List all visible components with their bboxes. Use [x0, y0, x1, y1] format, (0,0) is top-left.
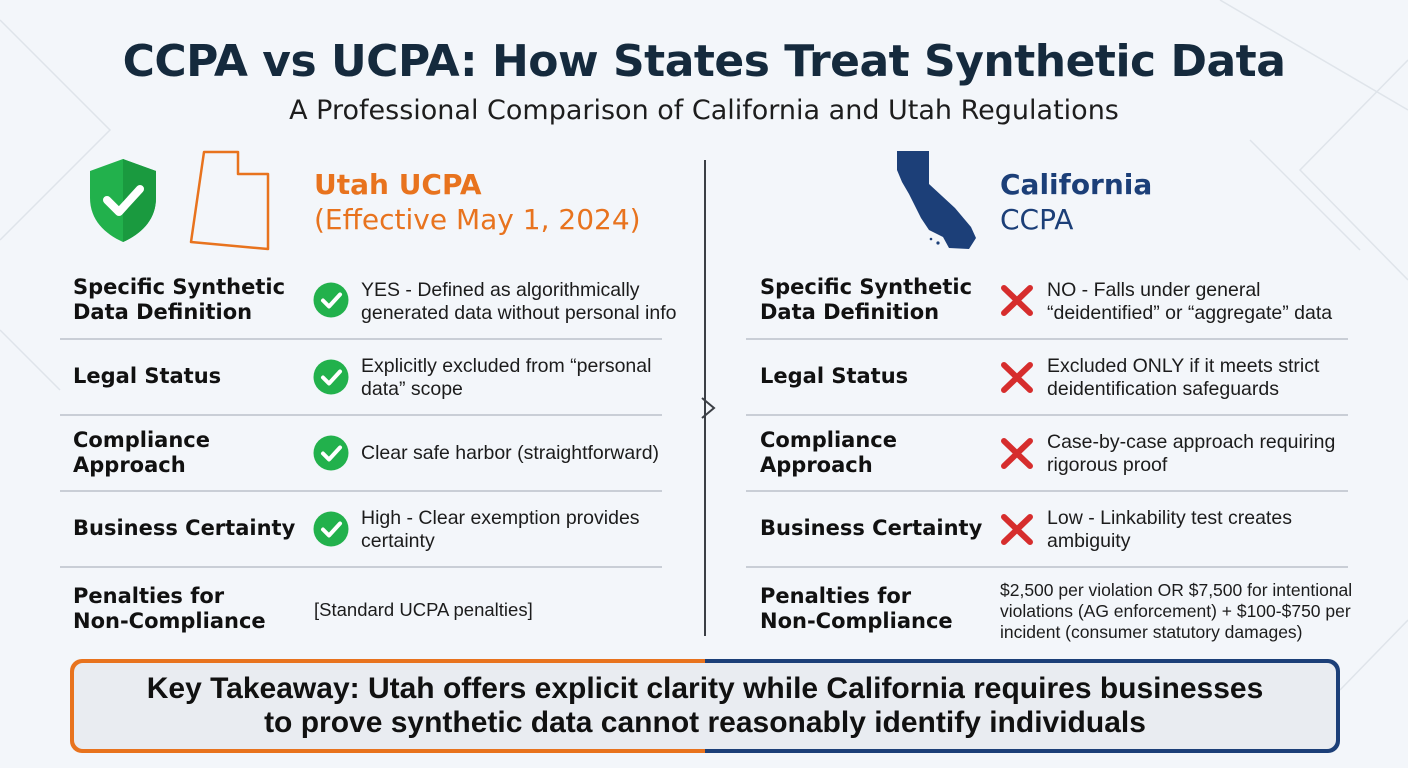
california-row-value-definition: NO - Falls under general “deidentified” o…: [1047, 279, 1333, 324]
california-row-label-legal-status: Legal Status: [760, 364, 909, 388]
page-title: CCPA vs UCPA: How States Treat Synthetic…: [122, 36, 1286, 87]
utah-row-value-compliance: Clear safe harbor (straightforward): [361, 442, 660, 464]
row-divider: [60, 414, 662, 416]
row-divider: [746, 414, 1348, 416]
california-row-value-legal-status: Excluded ONLY if it meets strict deidenti…: [1047, 355, 1320, 400]
california-subtitle: CCPA: [1000, 203, 1074, 236]
key-takeaway-box: Key Takeaway: Utah offers explicit clari…: [70, 659, 1340, 753]
utah-row-label-penalties: Penalties for Non-Compliance: [73, 584, 266, 633]
california-row-label-compliance: Compliance Approach: [760, 428, 897, 477]
check-icon: [313, 511, 349, 547]
utah-row-label-definition: Specific Synthetic Data Definition: [73, 275, 286, 324]
california-row-value-certainty: Low - Linkability test creates ambiguity: [1047, 507, 1292, 552]
utah-title: Utah UCPA: [314, 168, 482, 201]
cross-icon: [1001, 285, 1033, 316]
check-icon: [313, 435, 349, 471]
california-row-label-penalties: Penalties for Non-Compliance: [760, 584, 953, 633]
cross-icon: [1001, 438, 1033, 469]
utah-row-value-definition: YES - Defined as algorithmically generate…: [361, 279, 677, 324]
utah-row-value-legal-status: Explicitly excluded from “personal data” …: [361, 355, 652, 400]
utah-row-label-legal-status: Legal Status: [73, 364, 222, 388]
key-takeaway-line-1: Key Takeaway: Utah offers explicit clari…: [146, 672, 1264, 705]
row-divider: [60, 566, 662, 568]
california-row-label-certainty: Business Certainty: [760, 516, 983, 540]
row-divider: [60, 490, 662, 492]
california-row-label-definition: Specific Synthetic Data Definition: [760, 275, 973, 324]
row-divider: [746, 490, 1348, 492]
utah-row-label-compliance: Compliance Approach: [73, 428, 210, 477]
row-divider: [60, 338, 662, 340]
row-divider: [746, 566, 1348, 568]
cross-icon: [1001, 514, 1033, 545]
check-icon: [313, 359, 349, 395]
utah-row-value-certainty: High - Clear exemption provides certainty: [361, 507, 640, 552]
row-divider: [746, 338, 1348, 340]
cross-icon: [1001, 362, 1033, 393]
california-row-value-compliance: Case-by-case approach requiring rigorous …: [1047, 431, 1336, 476]
utah-row-label-certainty: Business Certainty: [73, 516, 296, 540]
california-map-icon: [897, 151, 976, 249]
california-row-value-penalties: $2,500 per violation OR $7,500 for inten…: [1000, 580, 1353, 642]
check-icon: [313, 282, 349, 318]
california-title: California: [1000, 168, 1153, 201]
shield-check-icon: [90, 159, 156, 242]
utah-map-icon: [189, 150, 270, 251]
utah-subtitle: (Effective May 1, 2024): [314, 203, 641, 236]
utah-row-value-penalties: [Standard UCPA penalties]: [314, 599, 533, 620]
key-takeaway-line-2: to prove synthetic data cannot reasonabl…: [264, 706, 1146, 739]
center-divider: [704, 160, 706, 636]
chevron-right-icon: [701, 397, 716, 419]
page-subtitle: A Professional Comparison of California …: [289, 95, 1119, 126]
